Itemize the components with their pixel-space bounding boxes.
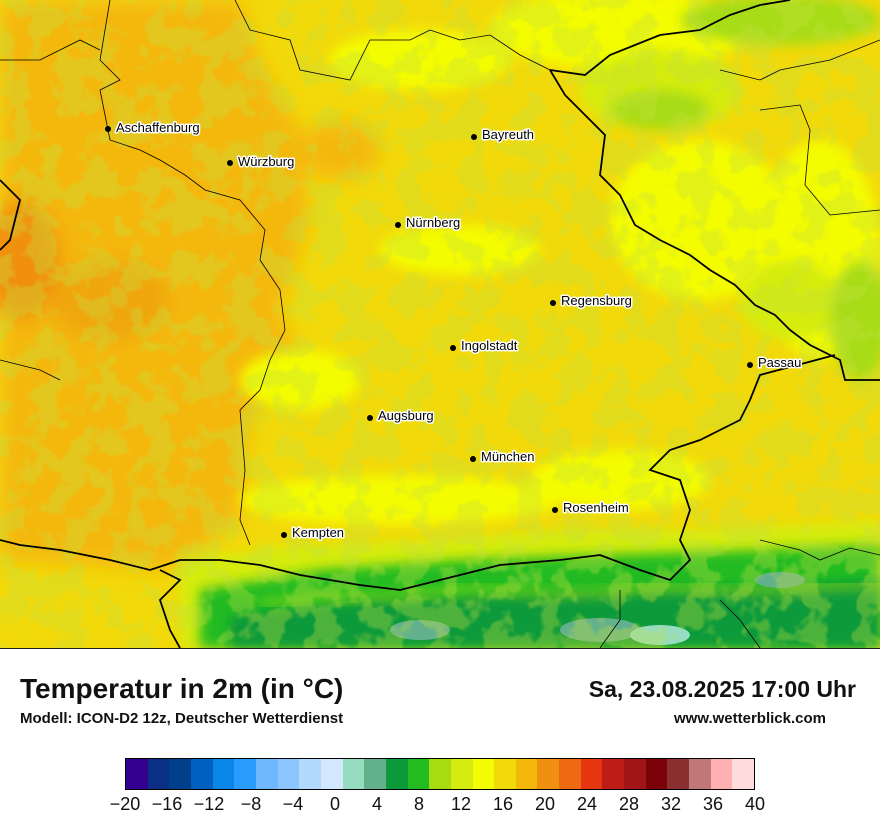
- legend-swatch: [342, 759, 365, 789]
- legend-swatch: [277, 759, 300, 789]
- legend-swatch: [320, 759, 343, 789]
- temperature-map: Aschaffenburg Würzburg Bayreuth Nürnberg…: [0, 0, 880, 649]
- legend-swatch: [732, 759, 755, 789]
- legend-swatch: [385, 759, 408, 789]
- city-dot-rosenheim: [552, 507, 558, 513]
- valid-time: Sa, 23.08.2025 17:00 Uhr: [588, 676, 856, 702]
- legend-tick-label: 20: [534, 794, 556, 814]
- city-label-aschaffenburg: Aschaffenburg: [116, 120, 200, 135]
- legend-swatch: [645, 759, 668, 789]
- legend-swatch: [559, 759, 581, 789]
- city-dot-regensburg: [550, 300, 556, 306]
- legend-tick-label: 16: [492, 794, 514, 814]
- legend-tick-label: 24: [576, 794, 598, 814]
- map-svg: Aschaffenburg Würzburg Bayreuth Nürnberg…: [0, 0, 880, 648]
- city-label-nuernberg: Nürnberg: [406, 215, 460, 230]
- legend-tick-label: 8: [413, 794, 425, 814]
- legend-swatch: [689, 759, 711, 789]
- legend-tick-label: −16: [151, 794, 183, 814]
- legend-swatch: [472, 759, 495, 789]
- city-label-wuerzburg: Würzburg: [238, 154, 294, 169]
- city-dot-wuerzburg: [227, 160, 233, 166]
- city-label-augsburg: Augsburg: [378, 408, 434, 423]
- legend-swatch: [299, 759, 321, 789]
- legend-swatch: [407, 759, 430, 789]
- legend-swatch: [364, 759, 386, 789]
- map-title: Temperatur in 2m (in °C): [20, 673, 344, 704]
- legend-swatch: [429, 759, 451, 789]
- city-dot-ingolstadt: [450, 345, 456, 351]
- legend-swatch: [624, 759, 646, 789]
- borders: [0, 0, 880, 648]
- legend-swatch: [515, 759, 538, 789]
- legend-tick-label: −8: [240, 794, 262, 814]
- legend-tick-labels: −20 −16 −12 −8 −4 0 4 8 12 16 20 24 28 32 36 40: [110, 792, 765, 822]
- legend-tick-label: −4: [282, 794, 304, 814]
- legend-swatch: [710, 759, 733, 789]
- city-label-kempten: Kempten: [292, 525, 344, 540]
- city-label-passau: Passau: [758, 355, 801, 370]
- city-dot-augsburg: [367, 415, 373, 421]
- city-markers: Aschaffenburg Würzburg Bayreuth Nürnberg…: [105, 119, 803, 542]
- city-dot-bayreuth: [471, 134, 477, 140]
- legend-swatch: [234, 759, 256, 789]
- legend-swatch: [212, 759, 235, 789]
- legend-tick-label: 12: [450, 794, 472, 814]
- legend-tick-label: 0: [329, 794, 341, 814]
- legend-swatch: [190, 759, 213, 789]
- city-label-regensburg: Regensburg: [561, 293, 632, 308]
- legend-swatch: [147, 759, 170, 789]
- city-label-bayreuth: Bayreuth: [482, 127, 534, 142]
- color-scale-legend: [125, 758, 755, 790]
- city-dot-muenchen: [470, 456, 476, 462]
- legend-tick-label: 28: [618, 794, 640, 814]
- legend-swatch: [537, 759, 560, 789]
- city-dot-aschaffenburg: [105, 126, 111, 132]
- legend-tick-label: −12: [193, 794, 225, 814]
- legend-swatch: [169, 759, 191, 789]
- legend-tick-label: 32: [660, 794, 682, 814]
- website-link[interactable]: www.wetterblick.com: [674, 710, 826, 727]
- city-dot-kempten: [281, 532, 287, 538]
- legend-swatch: [450, 759, 473, 789]
- city-dot-passau: [747, 362, 753, 368]
- city-label-ingolstadt: Ingolstadt: [461, 338, 518, 353]
- legend-swatch: [494, 759, 516, 789]
- legend-swatch: [126, 759, 148, 789]
- legend-tick-label: 36: [702, 794, 724, 814]
- city-label-rosenheim: Rosenheim: [563, 500, 629, 515]
- legend-swatch: [580, 759, 603, 789]
- texture-overlay: [0, 0, 880, 648]
- city-label-muenchen: München: [481, 449, 534, 464]
- legend-swatch: [255, 759, 278, 789]
- model-info: Modell: ICON-D2 12z, Deutscher Wetterdie…: [20, 710, 344, 727]
- city-dot-nuernberg: [395, 222, 401, 228]
- legend-tick-label: 40: [744, 794, 766, 814]
- legend-swatch: [667, 759, 690, 789]
- legend-tick-label: −20: [109, 794, 141, 814]
- legend-swatch: [602, 759, 625, 789]
- legend-tick-label: 4: [371, 794, 383, 814]
